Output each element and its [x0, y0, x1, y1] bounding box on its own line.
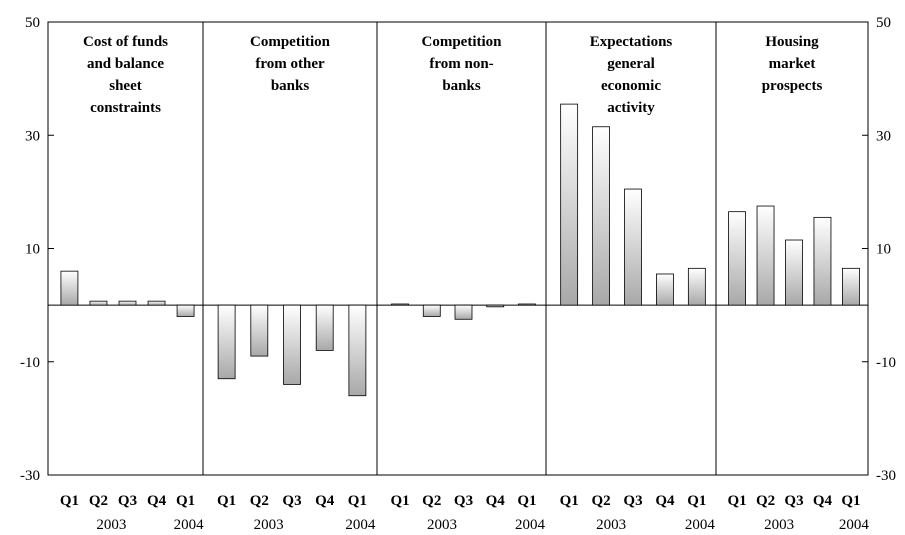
bar-panel5-3 — [785, 239, 803, 306]
panel-title-line: from other — [255, 56, 325, 72]
quarter-label: Q2 — [89, 493, 108, 509]
year-label: 2004 — [174, 517, 205, 533]
panel-title-line: market — [769, 56, 816, 72]
bar-panel2-5 — [348, 304, 367, 397]
y-tick-label-right: 50 — [876, 15, 891, 31]
quarter-label: Q1 — [348, 493, 367, 509]
year-label: 2003 — [254, 517, 284, 533]
bar-panel3-3 — [454, 304, 473, 320]
bars — [60, 103, 860, 397]
quarter-label: Q3 — [623, 493, 642, 509]
y-tick-label-right: 10 — [876, 242, 891, 258]
quarter-label: Q1 — [560, 493, 579, 509]
quarter-label: Q3 — [454, 493, 473, 509]
year-label: 2004 — [345, 517, 376, 533]
quarter-label: Q3 — [118, 493, 137, 509]
quarter-label: Q1 — [841, 493, 860, 509]
quarter-label: Q4 — [655, 493, 675, 509]
panel-title-line: general — [607, 56, 654, 72]
y-tick-label-right: 30 — [876, 128, 891, 144]
panel-title-line: Cost of funds — [83, 34, 168, 50]
bar-panel2-3 — [283, 304, 301, 385]
year-label: 2003 — [427, 517, 457, 533]
quarter-label: Q4 — [147, 493, 167, 509]
y-tick-label-right: -30 — [876, 468, 896, 484]
bar-panel4-2 — [592, 126, 610, 306]
quarter-label: Q4 — [813, 493, 833, 509]
year-label: 2003 — [96, 517, 126, 533]
panel-title-line: and balance — [87, 56, 164, 72]
quarter-label: Q3 — [282, 493, 301, 509]
bar-panel1-4 — [147, 300, 166, 306]
bar-panel4-3 — [624, 188, 642, 306]
panel-title-line: Competition — [422, 34, 503, 50]
bar-panel3-1 — [391, 303, 409, 306]
panel-title-line: constraints — [90, 100, 161, 116]
bar-panel3-2 — [422, 304, 441, 317]
panel-title-line: prospects — [762, 78, 823, 94]
year-label: 2003 — [764, 517, 794, 533]
panel-title-line: Housing — [765, 34, 819, 50]
quarter-label: Q1 — [687, 493, 706, 509]
panel-title-line: economic — [601, 78, 661, 94]
y-tick-label-left: 50 — [25, 15, 40, 31]
panel-title-line: from non- — [429, 56, 493, 72]
bar-panel5-5 — [842, 267, 860, 306]
quarter-label: Q2 — [422, 493, 441, 509]
y-tick-label-right: -10 — [876, 355, 896, 371]
bar-panel1-1 — [60, 270, 79, 306]
bar-panel5-4 — [813, 216, 832, 306]
quarter-label: Q3 — [784, 493, 803, 509]
bar-panel1-2 — [89, 300, 108, 306]
quarter-label: Q2 — [756, 493, 775, 509]
quarter-label: Q1 — [517, 493, 536, 509]
quarter-label: Q1 — [176, 493, 195, 509]
bar-panel4-1 — [560, 103, 579, 306]
quarter-label: Q1 — [390, 493, 409, 509]
year-label: 2003 — [596, 517, 626, 533]
panel-title-line: sheet — [109, 78, 142, 94]
quarter-label: Q2 — [591, 493, 610, 509]
y-tick-label-left: -30 — [20, 468, 40, 484]
bar-panel5-1 — [728, 211, 746, 306]
quarter-label: Q1 — [60, 493, 79, 509]
bar-panel2-4 — [315, 304, 334, 351]
bar-panel4-4 — [656, 273, 674, 306]
bar-panel2-1 — [217, 304, 236, 380]
panel-title-line: banks — [271, 78, 310, 94]
bar-panel3-4 — [486, 304, 505, 308]
bar-panel5-2 — [756, 205, 775, 306]
panel-title-line: Competition — [250, 34, 331, 50]
quarter-label: Q2 — [250, 493, 269, 509]
bar-panel4-5 — [687, 267, 706, 306]
bar-panel1-3 — [118, 300, 137, 306]
bar-panel1-5 — [176, 304, 195, 317]
quarter-label: Q4 — [315, 493, 335, 509]
panel-title-line: Expectations — [590, 34, 673, 50]
bar-panel3-5 — [518, 303, 536, 306]
y-tick-label-left: 30 — [25, 128, 40, 144]
panel-title-line: activity — [607, 100, 655, 116]
year-label: 2004 — [685, 517, 716, 533]
labels: 50 50 30 30 10 10 -10 -10 -30 -30 Cost of funds and… — [20, 15, 896, 533]
y-tick-label-left: -10 — [20, 355, 40, 371]
quarter-label: Q4 — [486, 493, 506, 509]
quarter-label: Q1 — [217, 493, 236, 509]
quarter-label: Q1 — [727, 493, 746, 509]
y-tick-label-left: 10 — [25, 242, 40, 258]
panel-title-line: banks — [442, 78, 481, 94]
year-label: 2004 — [839, 517, 870, 533]
year-label: 2004 — [515, 517, 546, 533]
bar-panel2-2 — [250, 304, 269, 357]
